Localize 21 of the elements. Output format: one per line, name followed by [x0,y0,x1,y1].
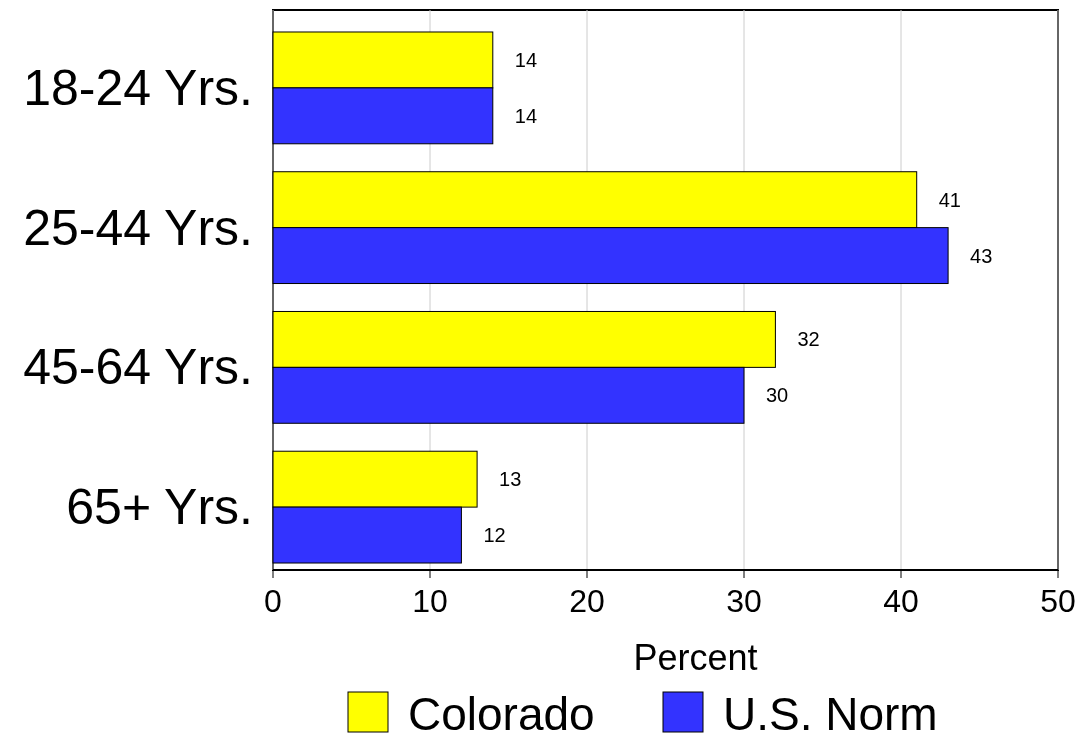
x-tick-label: 50 [1040,583,1076,619]
data-label: 13 [499,468,522,491]
x-tick-label: 40 [883,583,919,619]
data-label: 14 [514,48,538,71]
data-label: 30 [766,384,789,407]
y-tick-label: 65+ Yrs. [66,479,253,536]
data-label: 41 [938,188,961,211]
data-label: 43 [970,244,993,267]
x-axis-title: Percent [633,637,758,678]
y-tick-label: 25-44 Yrs. [23,199,253,256]
y-tick-label: 45-64 Yrs. [23,339,253,396]
y-tick-label: 18-24 Yrs. [23,59,253,116]
legend-label: U.S. Norm [723,688,938,740]
data-label: 12 [483,524,506,547]
legend-label: Colorado [408,688,595,740]
x-tick-label: 10 [412,583,448,619]
data-label: 32 [797,328,820,351]
data-label: 14 [514,104,538,127]
x-tick-label: 30 [726,583,762,619]
x-tick-label: 20 [569,583,605,619]
x-tick-label: 0 [264,583,282,619]
